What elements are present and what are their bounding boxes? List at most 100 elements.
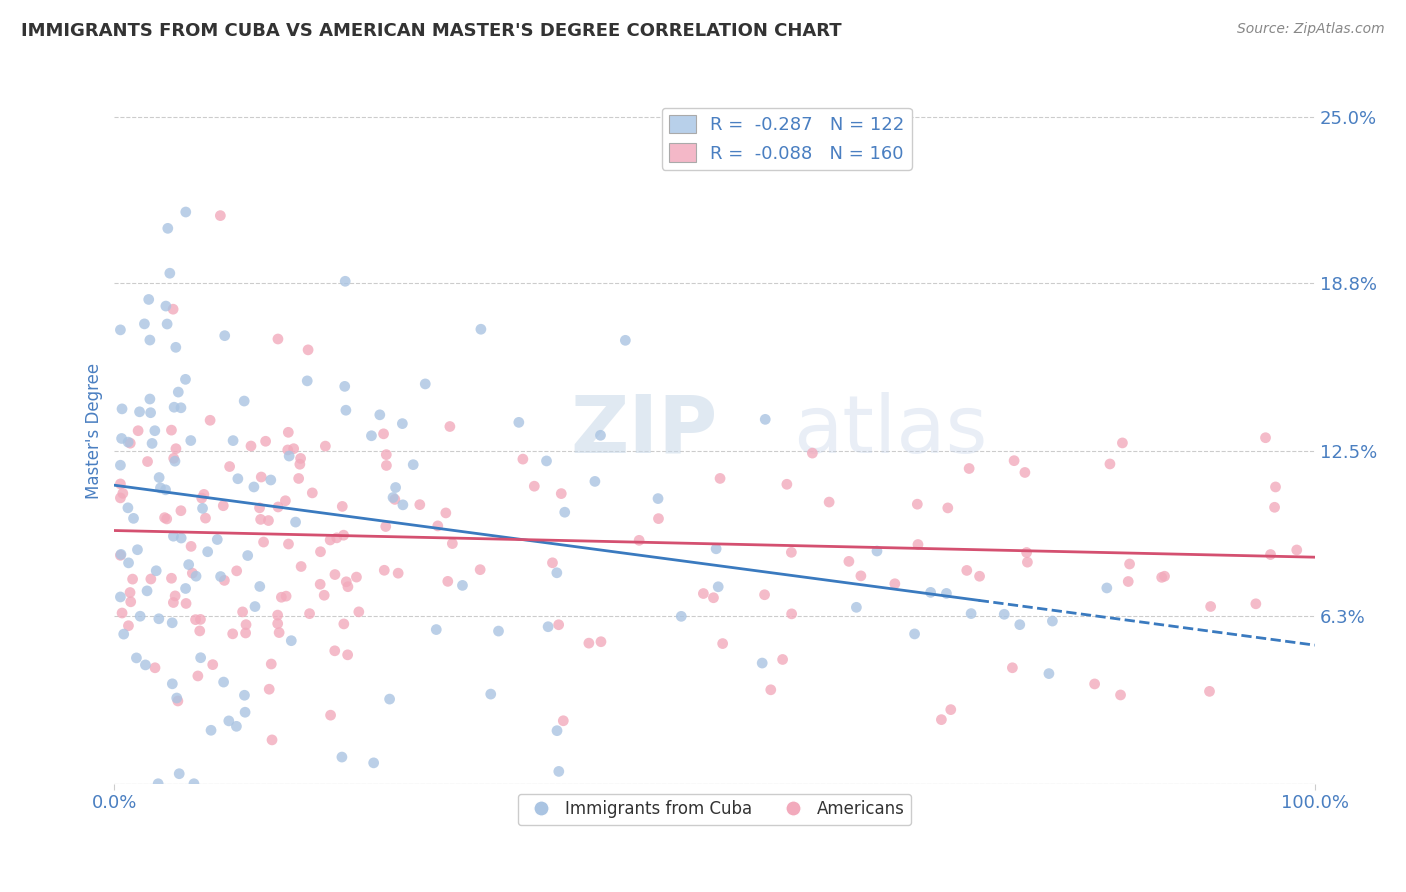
Point <box>254 434 277 449</box>
Point <box>170 504 193 518</box>
Point <box>628 533 651 548</box>
Point <box>167 766 190 780</box>
Point <box>139 406 162 420</box>
Point <box>336 648 359 662</box>
Point <box>260 657 283 671</box>
Point <box>801 446 824 460</box>
Point <box>368 408 391 422</box>
Point <box>776 477 799 491</box>
Point <box>155 483 177 497</box>
Point <box>546 723 568 738</box>
Text: IMMIGRANTS FROM CUBA VS AMERICAN MASTER'S DEGREE CORRELATION CHART: IMMIGRANTS FROM CUBA VS AMERICAN MASTER'… <box>21 22 842 40</box>
Point <box>117 435 139 450</box>
Point <box>148 470 170 484</box>
Point <box>441 536 464 550</box>
Point <box>993 607 1015 622</box>
Point <box>167 694 190 708</box>
Point <box>335 574 357 589</box>
Point <box>759 682 782 697</box>
Point <box>1118 557 1140 571</box>
Point <box>546 566 568 580</box>
Point <box>360 429 382 443</box>
Point <box>112 627 135 641</box>
Point <box>233 688 256 702</box>
Point <box>1285 543 1308 558</box>
Point <box>523 479 546 493</box>
Point <box>236 549 259 563</box>
Point <box>155 299 177 313</box>
Point <box>1150 570 1173 584</box>
Point <box>936 500 959 515</box>
Point <box>1084 677 1107 691</box>
Point <box>252 535 274 549</box>
Point <box>1244 597 1267 611</box>
Point <box>960 607 983 621</box>
Point <box>1260 548 1282 562</box>
Point <box>201 657 224 672</box>
Point <box>374 519 396 533</box>
Point <box>309 577 332 591</box>
Point <box>156 317 179 331</box>
Point <box>136 454 159 468</box>
Point <box>402 458 425 472</box>
Point <box>274 589 297 603</box>
Point <box>214 574 236 588</box>
Text: Source: ZipAtlas.com: Source: ZipAtlas.com <box>1237 22 1385 37</box>
Point <box>110 477 132 491</box>
Point <box>141 436 163 450</box>
Point <box>190 612 212 626</box>
Point <box>957 461 980 475</box>
Point <box>1015 545 1038 559</box>
Point <box>283 442 305 456</box>
Point <box>170 531 193 545</box>
Point <box>903 627 925 641</box>
Point <box>818 495 841 509</box>
Point <box>209 209 232 223</box>
Point <box>754 412 776 426</box>
Point <box>148 612 170 626</box>
Point <box>373 563 395 577</box>
Point <box>1095 581 1118 595</box>
Point <box>647 491 669 506</box>
Point <box>134 317 156 331</box>
Point <box>120 595 142 609</box>
Point <box>218 459 240 474</box>
Point <box>163 454 186 468</box>
Point <box>335 403 357 417</box>
Point <box>277 425 299 440</box>
Point <box>583 475 606 489</box>
Point <box>907 537 929 551</box>
Point <box>333 616 356 631</box>
Point <box>193 487 215 501</box>
Point <box>939 703 962 717</box>
Point <box>578 636 600 650</box>
Point <box>375 448 398 462</box>
Point <box>550 486 572 500</box>
Y-axis label: Master's Degree: Master's Degree <box>86 362 103 499</box>
Point <box>288 457 311 471</box>
Point <box>221 627 243 641</box>
Point <box>589 634 612 648</box>
Point <box>138 293 160 307</box>
Point <box>134 657 156 672</box>
Point <box>384 481 406 495</box>
Point <box>249 512 271 526</box>
Point <box>122 511 145 525</box>
Point <box>614 334 637 348</box>
Point <box>110 323 132 337</box>
Point <box>1008 617 1031 632</box>
Point <box>240 439 263 453</box>
Point <box>269 625 291 640</box>
Point <box>225 564 247 578</box>
Point <box>702 591 724 605</box>
Point <box>314 588 336 602</box>
Point <box>280 633 302 648</box>
Text: atlas: atlas <box>793 392 987 469</box>
Point <box>249 500 271 515</box>
Point <box>249 579 271 593</box>
Point <box>165 589 187 603</box>
Point <box>537 620 560 634</box>
Point <box>290 451 312 466</box>
Point <box>197 545 219 559</box>
Point <box>373 426 395 441</box>
